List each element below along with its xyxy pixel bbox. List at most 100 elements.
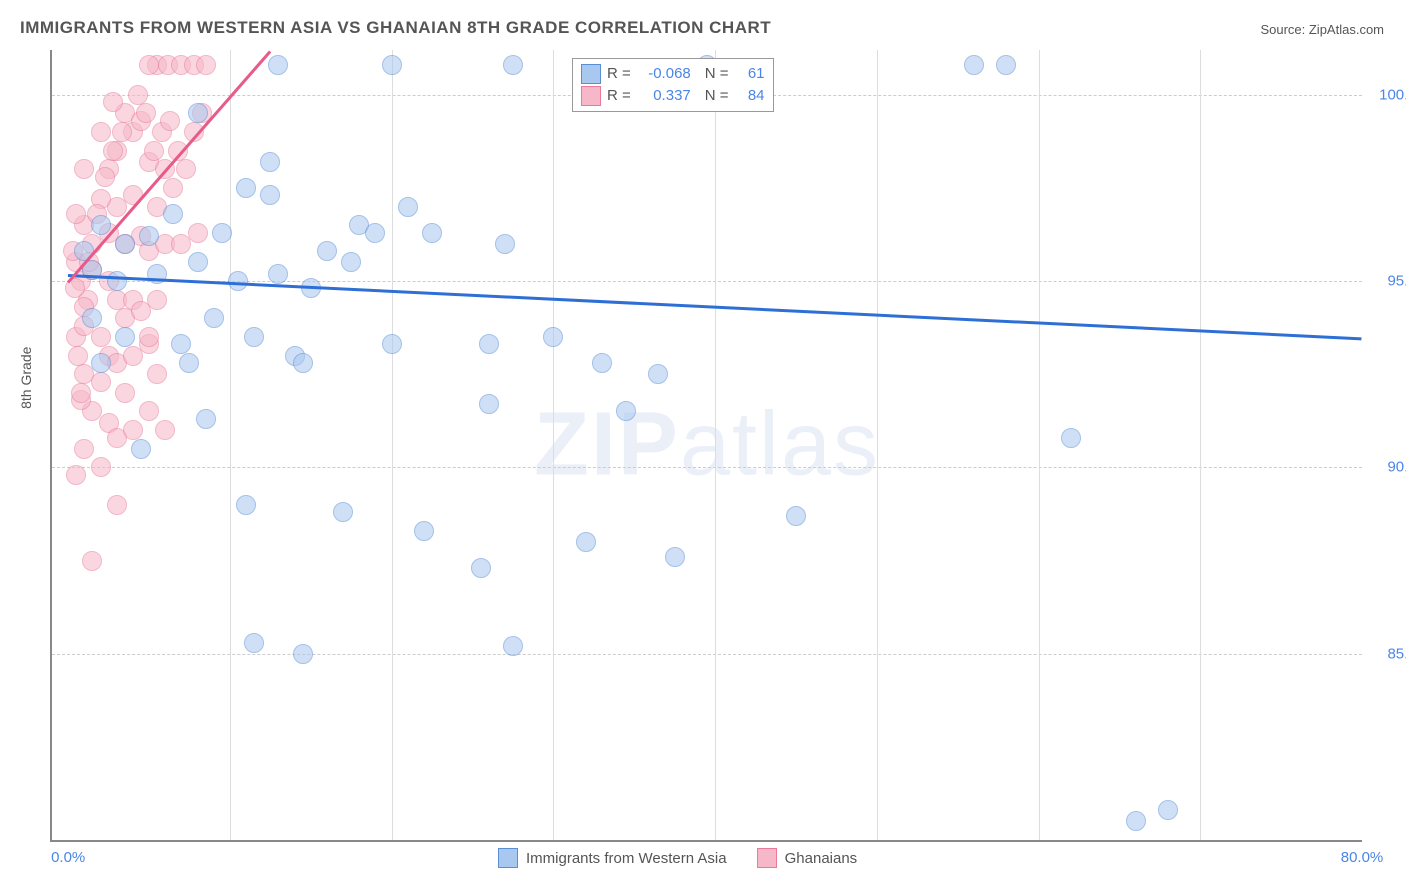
scatter-point xyxy=(91,122,111,142)
scatter-point xyxy=(422,223,442,243)
scatter-point xyxy=(293,644,313,664)
gridline-horizontal xyxy=(52,654,1362,655)
y-tick-label: 85.0% xyxy=(1370,645,1406,662)
stats-legend-row: R =0.337N =84 xyxy=(581,85,765,107)
scatter-point xyxy=(131,439,151,459)
scatter-point xyxy=(171,334,191,354)
scatter-point xyxy=(163,178,183,198)
stat-r-label: R = xyxy=(607,63,631,85)
scatter-point xyxy=(91,327,111,347)
scatter-point xyxy=(479,394,499,414)
scatter-point xyxy=(147,290,167,310)
scatter-point xyxy=(244,327,264,347)
legend-swatch xyxy=(498,848,518,868)
scatter-point xyxy=(128,85,148,105)
scatter-point xyxy=(204,308,224,328)
scatter-point xyxy=(244,633,264,653)
scatter-point xyxy=(123,420,143,440)
scatter-point xyxy=(576,532,596,552)
scatter-point xyxy=(592,353,612,373)
scatter-point xyxy=(786,506,806,526)
scatter-point xyxy=(268,264,288,284)
scatter-point xyxy=(616,401,636,421)
y-tick-label: 100.0% xyxy=(1370,86,1406,103)
legend-label: Immigrants from Western Asia xyxy=(526,850,727,867)
scatter-point xyxy=(503,636,523,656)
scatter-point xyxy=(115,383,135,403)
scatter-point xyxy=(115,327,135,347)
scatter-point xyxy=(82,551,102,571)
stats-legend-row: R =-0.068N =61 xyxy=(581,63,765,85)
scatter-point xyxy=(176,159,196,179)
scatter-point xyxy=(268,55,288,75)
scatter-point xyxy=(471,558,491,578)
scatter-point xyxy=(648,364,668,384)
watermark-atlas: atlas xyxy=(680,395,880,495)
scatter-point xyxy=(74,159,94,179)
gridline-vertical xyxy=(715,50,716,840)
series-legend: Immigrants from Western Asia Ghanaians xyxy=(492,848,863,868)
scatter-point xyxy=(91,457,111,477)
scatter-point xyxy=(1158,800,1178,820)
scatter-point xyxy=(196,55,216,75)
scatter-point xyxy=(479,334,499,354)
scatter-point xyxy=(503,55,523,75)
gridline-vertical xyxy=(877,50,878,840)
scatter-point xyxy=(115,234,135,254)
stat-r-label: R = xyxy=(607,85,631,107)
scatter-point xyxy=(365,223,385,243)
legend-label: Ghanaians xyxy=(785,850,858,867)
scatter-point xyxy=(95,167,115,187)
legend-swatch xyxy=(581,86,601,106)
scatter-point xyxy=(103,141,123,161)
scatter-point xyxy=(66,204,86,224)
scatter-point xyxy=(163,204,183,224)
scatter-point xyxy=(236,495,256,515)
gridline-vertical xyxy=(1200,50,1201,840)
scatter-point xyxy=(112,122,132,142)
scatter-point xyxy=(414,521,434,541)
scatter-point xyxy=(71,383,91,403)
scatter-point xyxy=(996,55,1016,75)
scatter-point xyxy=(144,141,164,161)
scatter-point xyxy=(91,353,111,373)
scatter-point xyxy=(317,241,337,261)
stat-n-value: 61 xyxy=(735,63,765,85)
scatter-point xyxy=(155,420,175,440)
scatter-point xyxy=(139,327,159,347)
legend-swatch xyxy=(757,848,777,868)
stat-n-value: 84 xyxy=(735,85,765,107)
watermark-zip: ZIP xyxy=(534,395,680,495)
stat-n-label: N = xyxy=(705,85,729,107)
scatter-point xyxy=(188,103,208,123)
scatter-point xyxy=(147,364,167,384)
x-tick-label: 0.0% xyxy=(51,849,85,866)
gridline-vertical xyxy=(230,50,231,840)
scatter-point xyxy=(665,547,685,567)
scatter-point xyxy=(74,439,94,459)
scatter-point xyxy=(196,409,216,429)
scatter-point xyxy=(1126,811,1146,831)
y-tick-label: 90.0% xyxy=(1370,459,1406,476)
scatter-point xyxy=(160,111,180,131)
x-tick-label: 80.0% xyxy=(1341,849,1384,866)
scatter-point xyxy=(333,502,353,522)
scatter-point xyxy=(1061,428,1081,448)
scatter-point xyxy=(107,271,127,291)
scatter-point xyxy=(136,103,156,123)
scatter-point xyxy=(495,234,515,254)
scatter-point xyxy=(68,346,88,366)
plot-area: ZIPatlas R =-0.068N =61R =0.337N =84 Imm… xyxy=(50,50,1362,842)
scatter-point xyxy=(107,495,127,515)
scatter-point xyxy=(103,92,123,112)
scatter-point xyxy=(382,55,402,75)
scatter-point xyxy=(341,252,361,272)
scatter-point xyxy=(543,327,563,347)
scatter-point xyxy=(382,334,402,354)
stat-n-label: N = xyxy=(705,63,729,85)
scatter-point xyxy=(91,215,111,235)
scatter-point xyxy=(139,401,159,421)
scatter-point xyxy=(293,353,313,373)
scatter-point xyxy=(188,252,208,272)
scatter-point xyxy=(188,223,208,243)
